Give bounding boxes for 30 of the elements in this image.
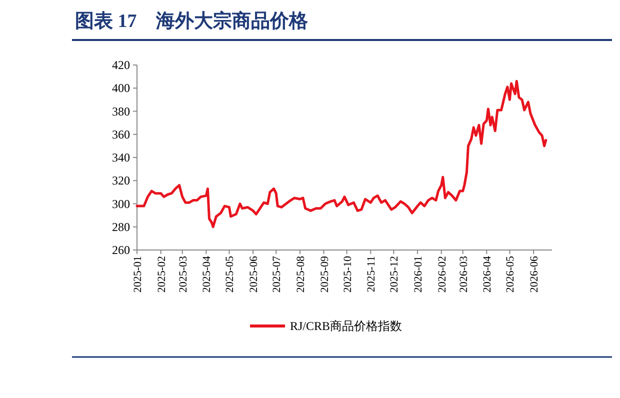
x-tick-label: 2026-04 xyxy=(482,256,494,293)
x-tick-label: 2025-08 xyxy=(294,256,307,293)
x-tick-label: 2026-05 xyxy=(504,256,517,293)
x-tick-label: 2026-02 xyxy=(436,256,448,293)
x-tick-label: 2025-03 xyxy=(177,256,190,293)
x-tick-label: 2025-11 xyxy=(366,256,378,292)
chart-title: 图表 17 海外大宗商品价格 xyxy=(75,10,309,32)
x-tick-label: 2026-03 xyxy=(458,256,470,293)
y-tick-label: 380 xyxy=(112,104,130,118)
y-tick-label: 280 xyxy=(112,220,130,234)
x-tick-label: 2025-09 xyxy=(318,256,331,293)
y-tick-label: 400 xyxy=(112,81,130,96)
y-tick-label: 320 xyxy=(112,174,130,188)
y-tick-label: 340 xyxy=(112,150,130,164)
x-tick-label: 2025-05 xyxy=(224,256,236,293)
x-tick-label: 2026-01 xyxy=(412,256,425,293)
x-tick-label: 2025-10 xyxy=(342,256,354,293)
x-tick-label: 2025-04 xyxy=(201,256,214,293)
x-tick-label: 2025-06 xyxy=(248,256,260,293)
y-tick-label: 300 xyxy=(112,196,130,211)
legend-label: RJ/CRB商品价格指数 xyxy=(290,319,402,333)
x-tick-label: 2025-07 xyxy=(271,256,284,293)
y-tick-label: 260 xyxy=(112,243,130,257)
y-tick-label: 360 xyxy=(112,127,130,142)
x-tick-label: 2025-02 xyxy=(156,256,168,293)
x-tick-label: 2025-12 xyxy=(388,256,401,293)
x-tick-label: 2025-01 xyxy=(132,256,144,293)
line-series xyxy=(136,80,548,228)
y-tick-label: 420 xyxy=(112,58,130,72)
x-tick-label: 2026-06 xyxy=(528,256,541,293)
